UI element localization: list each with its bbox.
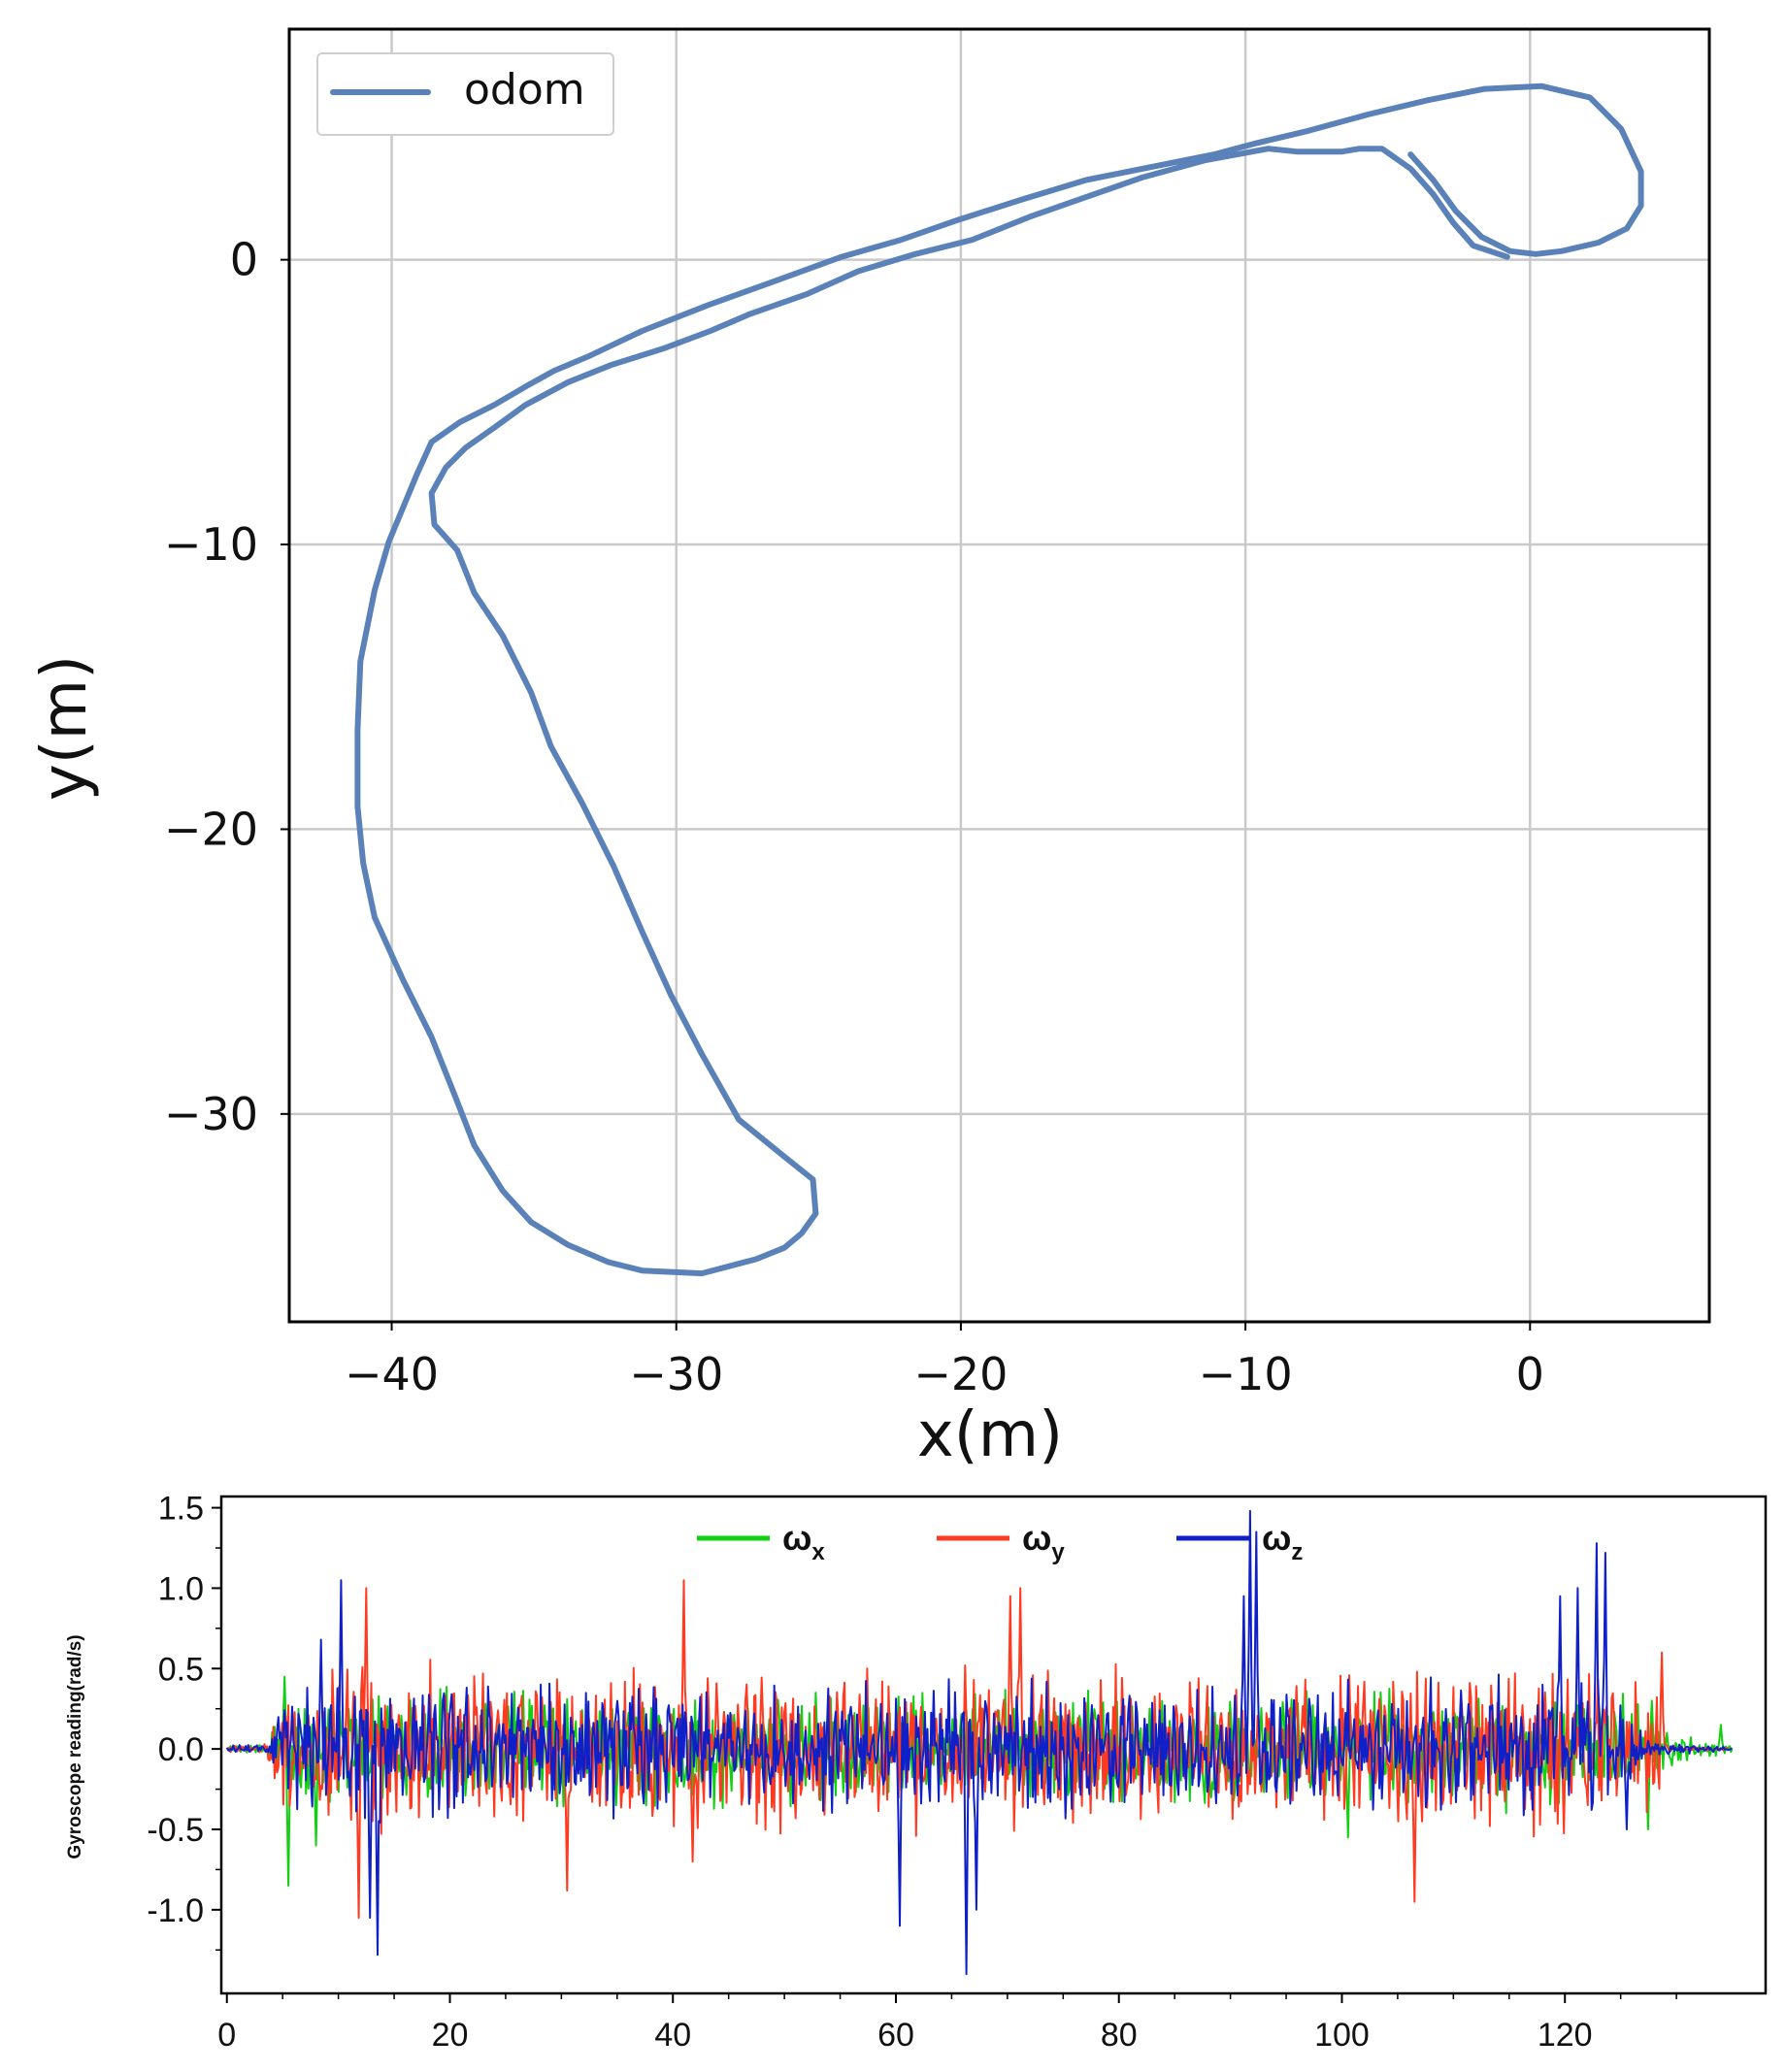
- y-tick-label: -0.5: [147, 1812, 204, 1849]
- x-tick-label: 0: [1516, 1348, 1544, 1400]
- x-axis-label: x(m): [917, 1399, 1063, 1471]
- x-tick-label: 20: [432, 2017, 469, 2054]
- x-tick-label: 120: [1538, 2017, 1593, 2054]
- y-tick-label: 0.0: [158, 1731, 204, 1768]
- odom-trajectory-line: [354, 82, 1644, 1277]
- x-tick-label: −20: [913, 1348, 1008, 1400]
- x-tick-label: 100: [1314, 2017, 1370, 2054]
- x-tick-label: −10: [1199, 1348, 1293, 1400]
- plot-frame: [219, 1495, 1768, 1995]
- y-axis-ticks: 1.5 1.0 0.5 0.0 -0.5 -1.0: [147, 1491, 221, 1952]
- x-tick-label: 40: [654, 2017, 691, 2054]
- gyro-series: [225, 1509, 1734, 1976]
- legend: ωx ωy ωz: [697, 1518, 1303, 1565]
- y-tick-label: -1.0: [147, 1892, 204, 1929]
- odometry-plot: −40 −30 −20 −10 0 0 −10 −20 −30 x(m) y(m) odom: [29, 27, 1711, 1471]
- gyroscope-plot: 0 20 40 60 80 100 120 1.5 1.0 0.5 0.0 -0.5 -1.0 Gyr…: [65, 1491, 1768, 2054]
- x-axis-ticks: 0 20 40 60 80 100 120: [217, 1993, 1677, 2054]
- y-tick-label: 0.5: [158, 1651, 204, 1688]
- x-tick-label: −30: [629, 1348, 723, 1400]
- y-tick-label: 0: [230, 234, 258, 286]
- y-tick-label: 1.5: [158, 1491, 204, 1528]
- legend-label-odom: odom: [464, 65, 585, 115]
- y-tick-label: −20: [164, 803, 258, 855]
- y-tick-label: 1.0: [158, 1570, 204, 1607]
- legend-label-wz: ωz: [1262, 1518, 1303, 1565]
- y-tick-label: −10: [164, 518, 258, 571]
- y-axis-ticks: 0 −10 −20 −30: [164, 234, 289, 1140]
- plot-frame: [287, 27, 1711, 1324]
- x-tick-label: 80: [1101, 2017, 1138, 2054]
- x-tick-label: 0: [217, 2017, 236, 2054]
- grid: [289, 29, 1709, 1322]
- legend: odom: [316, 52, 614, 136]
- legend-box: [316, 52, 614, 136]
- legend-label-wx: ωx: [782, 1518, 825, 1565]
- x-axis-ticks: −40 −30 −20 −10 0: [345, 1322, 1544, 1400]
- x-tick-label: −40: [345, 1348, 439, 1400]
- y-axis-label: Gyroscope reading(rad/s): [65, 1634, 85, 1858]
- x-tick-label: 60: [877, 2017, 914, 2054]
- series-line-wz: [225, 1509, 1734, 1976]
- y-tick-label: −30: [164, 1088, 258, 1140]
- series-line-wy: [225, 1579, 1733, 1920]
- legend-label-wy: ωy: [1022, 1518, 1065, 1565]
- y-axis-label: y(m): [29, 655, 101, 801]
